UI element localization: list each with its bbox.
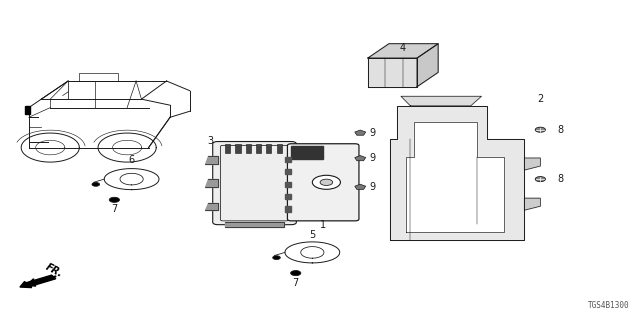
Text: 8: 8 [557, 125, 564, 135]
Text: TGS4B1300: TGS4B1300 [588, 301, 630, 310]
Text: 2: 2 [537, 94, 543, 104]
Bar [285, 157, 291, 162]
Text: FR.: FR. [44, 262, 64, 279]
Circle shape [535, 177, 545, 182]
Bar [25, 107, 29, 114]
Circle shape [320, 179, 333, 186]
Circle shape [92, 182, 100, 186]
Text: 9: 9 [370, 153, 376, 164]
Polygon shape [390, 106, 524, 240]
Bar [285, 194, 291, 199]
Bar [246, 144, 251, 153]
FancyArrow shape [20, 275, 56, 288]
Text: 3: 3 [207, 136, 213, 146]
Bar [285, 181, 291, 187]
FancyBboxPatch shape [212, 141, 296, 225]
Bar [225, 144, 230, 153]
Bar [266, 144, 271, 153]
Polygon shape [401, 96, 481, 106]
Polygon shape [205, 156, 218, 164]
Polygon shape [205, 203, 218, 211]
Text: 9: 9 [370, 182, 376, 192]
Circle shape [535, 127, 545, 132]
Polygon shape [524, 158, 540, 170]
Text: 6: 6 [129, 155, 134, 165]
Text: 1: 1 [320, 220, 326, 230]
Polygon shape [368, 44, 438, 58]
Text: 5: 5 [309, 230, 316, 240]
Text: 9: 9 [370, 128, 376, 138]
Polygon shape [406, 122, 504, 232]
Bar [256, 144, 261, 153]
Text: 7: 7 [292, 278, 299, 288]
Polygon shape [291, 146, 323, 159]
Polygon shape [524, 198, 540, 210]
Polygon shape [225, 222, 284, 227]
Bar [285, 169, 291, 174]
Bar [276, 144, 282, 153]
Circle shape [291, 270, 301, 276]
FancyBboxPatch shape [287, 144, 359, 221]
Bar [236, 144, 241, 153]
Polygon shape [417, 44, 438, 87]
Polygon shape [205, 179, 218, 187]
Bar [285, 206, 291, 212]
Text: 4: 4 [400, 44, 406, 53]
Text: 8: 8 [557, 174, 564, 184]
Circle shape [109, 197, 120, 202]
Polygon shape [368, 58, 417, 87]
Circle shape [273, 256, 280, 260]
Circle shape [312, 175, 340, 189]
Text: 7: 7 [111, 204, 118, 214]
